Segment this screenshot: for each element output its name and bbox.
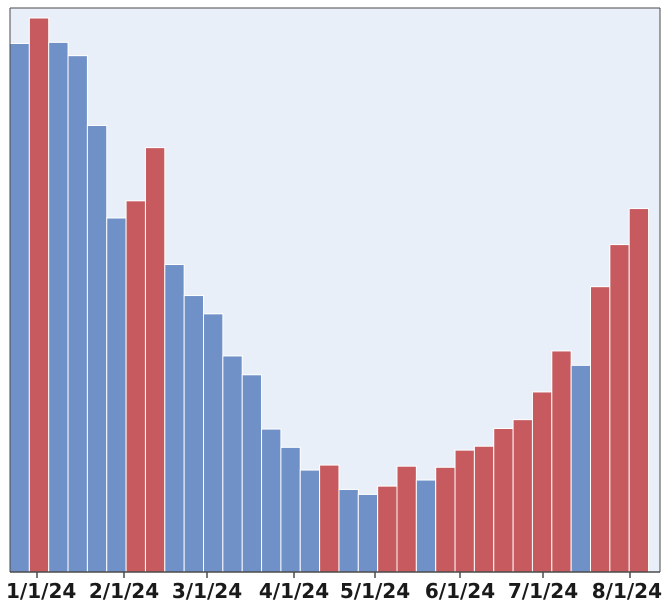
- x-tick-label: 7/1/24: [508, 579, 578, 603]
- x-tick-label: 1/1/24: [6, 579, 76, 603]
- bar: [67, 55, 88, 573]
- bar: [203, 313, 224, 573]
- bar: [609, 244, 630, 573]
- bar: [164, 264, 185, 573]
- bar: [415, 479, 437, 573]
- x-tick-label: 6/1/24: [425, 579, 495, 603]
- bar: [144, 147, 166, 573]
- bar: [222, 355, 243, 573]
- bar: [261, 428, 282, 573]
- bar: [590, 286, 611, 573]
- bar: [454, 449, 475, 573]
- x-tick-label: 4/1/24: [259, 579, 329, 603]
- bar: [106, 217, 127, 573]
- x-tick-label: 8/1/24: [592, 579, 662, 603]
- bar: [338, 488, 359, 573]
- bar: [241, 374, 263, 573]
- bar: [280, 446, 301, 573]
- bar: [473, 445, 495, 573]
- bar: [86, 124, 108, 573]
- bar: [9, 42, 30, 573]
- bar: [299, 469, 321, 573]
- x-tick-label: 3/1/24: [172, 579, 242, 603]
- x-axis-ticks: [36, 572, 631, 578]
- bar-series: [9, 17, 650, 573]
- bar: [377, 485, 398, 573]
- bar: [319, 464, 340, 573]
- bar: [48, 41, 69, 573]
- x-tick-label: 5/1/24: [340, 579, 410, 603]
- bar: [183, 295, 204, 573]
- bar: [28, 17, 50, 573]
- bar: [435, 466, 456, 573]
- bar: [512, 419, 533, 573]
- bar: [551, 350, 572, 573]
- bar: [357, 493, 379, 573]
- bar: [531, 391, 553, 573]
- bar: [628, 208, 650, 573]
- bar: [125, 200, 146, 573]
- bar: [570, 364, 592, 573]
- bar: [396, 465, 417, 573]
- x-axis-tick-labels: 1/1/24 2/1/24 3/1/24 4/1/24 5/1/24 6/1/2…: [6, 579, 662, 603]
- bar: [493, 428, 514, 573]
- x-tick-label: 2/1/24: [89, 579, 159, 603]
